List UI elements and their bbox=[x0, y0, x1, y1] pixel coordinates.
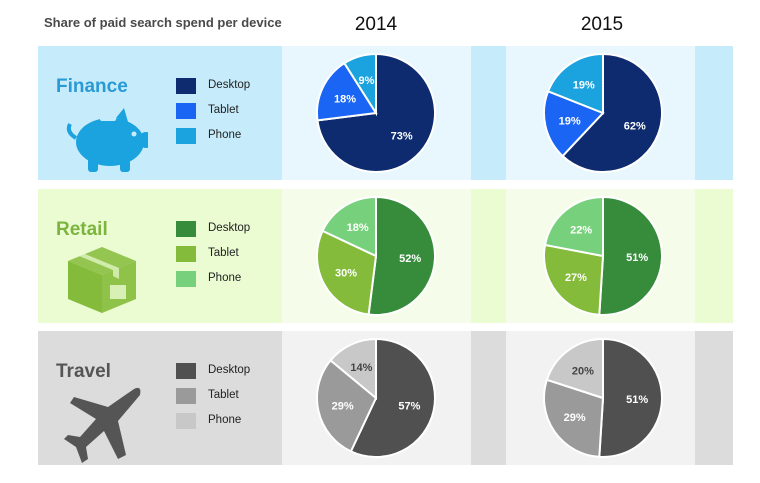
year-label-2014: 2014 bbox=[354, 14, 398, 35]
legend-label: Desktop bbox=[208, 79, 251, 91]
pie-chart-travel-2014: 57% 29% 14% bbox=[316, 337, 436, 458]
pie-slice-label: 52% bbox=[399, 253, 421, 265]
category-band-retail: Retail Desktop Tablet Phone 52% 30% 18% 51% 27%… bbox=[38, 189, 733, 323]
category-label: Retail bbox=[56, 219, 108, 240]
pie-slice-label: 29% bbox=[564, 412, 586, 424]
pie-chart-finance-2014: 73% 18%9% bbox=[316, 52, 436, 173]
legend-label: Phone bbox=[208, 272, 242, 284]
pie-chart-retail-2015: 51% 27% 22% bbox=[543, 195, 663, 316]
legend-label: Tablet bbox=[208, 247, 239, 259]
chart-title: Share of paid search spend per device bbox=[44, 15, 282, 30]
year-label-2015: 2015 bbox=[580, 14, 624, 35]
pie-slice-tablet bbox=[316, 229, 378, 316]
pie-slice-desktop bbox=[349, 337, 436, 458]
piggy-bank-icon bbox=[66, 108, 148, 172]
legend-label: Phone bbox=[208, 129, 242, 141]
category-label: Finance bbox=[56, 76, 128, 97]
pie-slice-label: 19% bbox=[573, 80, 595, 92]
pie-slice-label: 22% bbox=[570, 225, 592, 237]
pie-slice-label: 51% bbox=[626, 394, 648, 406]
legend-swatch bbox=[176, 221, 196, 237]
category-band-travel: Travel Desktop Tablet Phone 57% 29% 14% 51% 29%… bbox=[38, 331, 733, 465]
pie-slice-phone bbox=[545, 337, 604, 400]
pie-slice-desktop bbox=[367, 195, 436, 316]
pie-slice-phone bbox=[546, 52, 604, 115]
pie-slice-label: 57% bbox=[398, 400, 420, 412]
pie-slice-tablet bbox=[543, 378, 605, 458]
pie-slice-tablet bbox=[543, 243, 605, 316]
pie-slice-phone bbox=[329, 337, 377, 401]
pie-slice-label: 62% bbox=[624, 121, 646, 133]
legend-label: Desktop bbox=[208, 222, 251, 234]
pie-slice-phone bbox=[543, 195, 604, 258]
pie-slice-phone bbox=[343, 52, 377, 117]
legend-swatch bbox=[176, 271, 196, 287]
legend-label: Tablet bbox=[208, 389, 239, 401]
legend-swatch bbox=[176, 413, 196, 429]
legend-swatch bbox=[176, 363, 196, 379]
pie-slice-label: 9% bbox=[358, 75, 374, 87]
legend-swatch bbox=[176, 388, 196, 404]
pie-slice-label: 19% bbox=[559, 115, 581, 127]
legend-label: Tablet bbox=[208, 104, 239, 116]
pie-slice-tablet bbox=[316, 61, 378, 122]
legend-swatch bbox=[176, 78, 196, 94]
pie-chart-retail-2014: 52% 30% 18% bbox=[316, 195, 436, 316]
category-label: Travel bbox=[56, 361, 111, 382]
legend-label: Desktop bbox=[208, 364, 251, 376]
pie-slice-label: 73% bbox=[391, 131, 413, 143]
box-icon bbox=[68, 247, 136, 313]
pie-slice-label: 51% bbox=[626, 252, 648, 264]
pie-slice-label: 18% bbox=[347, 222, 369, 234]
pie-slice-label: 27% bbox=[565, 272, 587, 284]
pie-slice-tablet bbox=[316, 358, 378, 453]
pie-slice-label: 18% bbox=[334, 93, 356, 105]
pie-slice-desktop bbox=[598, 195, 663, 316]
category-band-finance: Finance Desktop Tablet Phone 73% 18% 9% 62% 19%… bbox=[38, 46, 733, 180]
pie-slice-label: 29% bbox=[332, 400, 354, 412]
legend-swatch bbox=[176, 103, 196, 119]
pie-chart-travel-2015: 51% 29% 20% bbox=[543, 337, 663, 458]
airplane-icon bbox=[64, 387, 141, 463]
pie-slice-label: 20% bbox=[572, 365, 594, 377]
pie-chart-finance-2015: 62% 19% 19% bbox=[543, 52, 663, 173]
pie-slice-phone bbox=[321, 195, 377, 258]
pie-slice-label: 30% bbox=[335, 267, 357, 279]
legend-swatch bbox=[176, 128, 196, 144]
pie-slice-desktop bbox=[561, 52, 663, 173]
legend-label: Phone bbox=[208, 414, 242, 426]
pie-slice-desktop bbox=[598, 337, 663, 458]
legend-swatch bbox=[176, 246, 196, 262]
pie-slice-label: 14% bbox=[350, 362, 372, 374]
